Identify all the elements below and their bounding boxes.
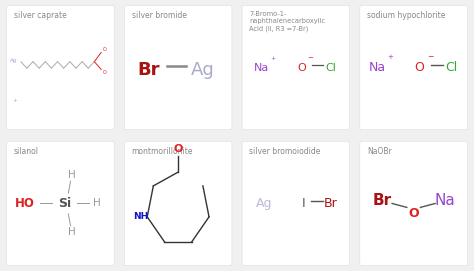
Text: I: I [302, 197, 306, 210]
Text: O: O [102, 47, 106, 52]
Text: HO: HO [15, 197, 35, 210]
Text: +: + [387, 54, 393, 60]
Text: −: − [308, 55, 313, 61]
Text: Na: Na [369, 61, 386, 74]
Text: Si: Si [58, 197, 72, 210]
FancyBboxPatch shape [7, 141, 114, 266]
FancyBboxPatch shape [124, 141, 232, 266]
Text: Br: Br [137, 61, 160, 79]
Text: Na: Na [254, 63, 270, 73]
Text: −: − [427, 53, 433, 62]
Text: 7-Bromo-1-
naphthalenecarboxylic
Acid (ll, R3 =7-Br): 7-Bromo-1- naphthalenecarboxylic Acid (l… [249, 11, 326, 32]
Text: H: H [68, 227, 75, 237]
FancyBboxPatch shape [360, 5, 467, 130]
Text: NH: NH [133, 212, 148, 221]
Text: silver bromoiodide: silver bromoiodide [249, 147, 321, 156]
FancyBboxPatch shape [124, 5, 232, 130]
Text: sodium hypochlorite: sodium hypochlorite [367, 11, 446, 20]
Text: O: O [408, 207, 419, 220]
FancyBboxPatch shape [360, 141, 467, 266]
Text: +: + [271, 56, 276, 61]
Text: Cl: Cl [445, 61, 457, 74]
Text: O: O [414, 61, 424, 74]
Text: Ag: Ag [256, 197, 273, 210]
Text: silver caprate: silver caprate [14, 11, 67, 20]
Text: O: O [102, 70, 106, 75]
Text: NaOBr: NaOBr [367, 147, 392, 156]
FancyBboxPatch shape [7, 5, 114, 130]
Text: Ag: Ag [10, 59, 18, 63]
Text: Na: Na [435, 193, 456, 208]
Text: Cl: Cl [326, 63, 337, 73]
Text: H: H [68, 170, 75, 180]
Text: silanol: silanol [14, 147, 39, 156]
Text: montmorillonite: montmorillonite [132, 147, 193, 156]
Text: Br: Br [324, 197, 338, 210]
FancyBboxPatch shape [242, 141, 350, 266]
Text: Br: Br [373, 193, 392, 208]
Text: +: + [13, 98, 18, 103]
FancyBboxPatch shape [242, 5, 350, 130]
Text: Ag: Ag [191, 61, 215, 79]
Text: O: O [297, 63, 306, 73]
Text: silver bromide: silver bromide [132, 11, 187, 20]
Text: H: H [93, 198, 100, 208]
Text: O: O [173, 144, 183, 154]
